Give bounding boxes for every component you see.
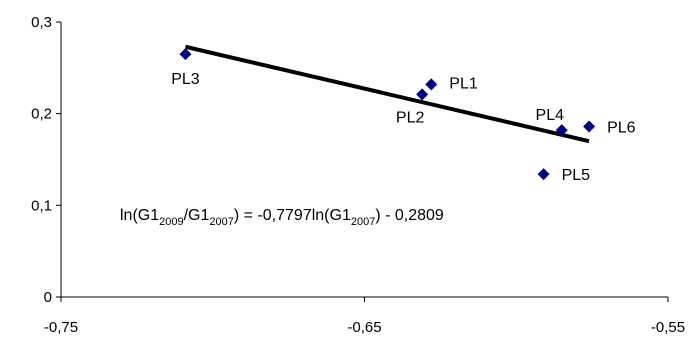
data-label: PL6 — [607, 120, 636, 137]
x-ticks: -0,75 -0,65 -0,55 — [44, 297, 685, 336]
data-label: PL2 — [396, 109, 425, 126]
x-tick-label: -0,65 — [347, 319, 381, 336]
data-label: PL4 — [536, 107, 565, 124]
trendline-group — [184, 44, 590, 144]
y-tick-label: 0 — [44, 289, 52, 306]
data-label: PL5 — [562, 167, 591, 184]
data-point — [179, 48, 192, 61]
data-label: PL3 — [171, 71, 200, 88]
y-ticks: 0 0,1 0,2 0,3 — [31, 14, 61, 306]
data-point — [537, 168, 550, 181]
x-tick-label: -0,75 — [44, 319, 78, 336]
data-point — [425, 78, 438, 91]
y-tick-label: 0,3 — [31, 14, 52, 31]
y-tick-label: 0,2 — [31, 106, 52, 123]
data-point — [555, 124, 568, 137]
regression-equation: ln(G12009/G12007) = -0,7797ln(G12007) - … — [120, 207, 444, 228]
data-point — [416, 88, 429, 101]
point-labels: PL1 PL2 PL3 PL4 PL5 PL6 — [171, 71, 635, 184]
data-point — [583, 120, 596, 133]
axes — [60, 22, 668, 298]
y-tick-label: 0,1 — [31, 197, 52, 214]
trendline — [184, 44, 590, 144]
data-label: PL1 — [449, 75, 478, 92]
points-group — [179, 48, 596, 181]
x-tick-label: -0,55 — [651, 319, 685, 336]
